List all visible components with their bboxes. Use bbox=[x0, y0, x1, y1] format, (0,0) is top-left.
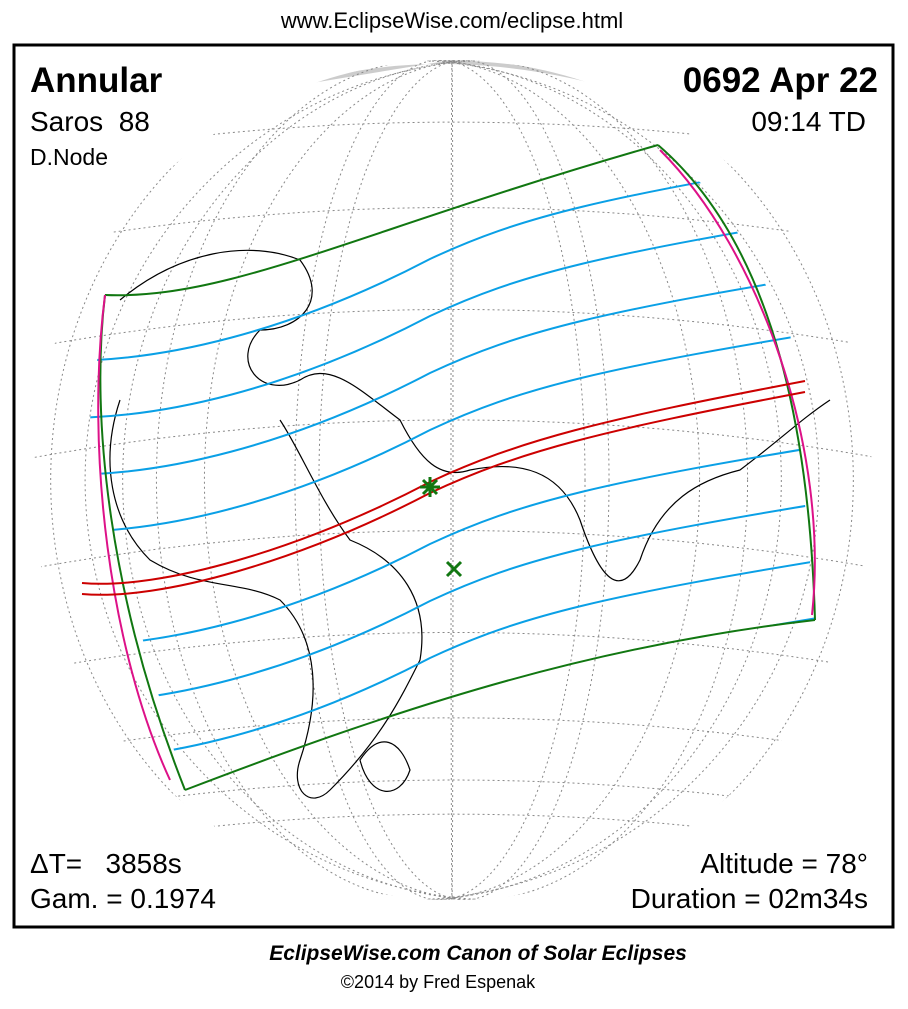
parallel bbox=[32, 308, 872, 350]
time: 09:14 TD bbox=[751, 106, 866, 137]
northern-limit bbox=[104, 144, 659, 297]
globe bbox=[32, 60, 872, 900]
parallel bbox=[32, 631, 872, 673]
delta-t: ΔT= 3858s bbox=[30, 848, 182, 879]
saros: Saros 88 bbox=[30, 106, 150, 137]
url: www.EclipseWise.com/eclipse.html bbox=[280, 8, 623, 33]
subsolar-point bbox=[445, 560, 463, 578]
isoline bbox=[90, 496, 815, 704]
altitude: Altitude = 78° bbox=[700, 848, 868, 879]
duration: Duration = 02m34s bbox=[631, 883, 868, 914]
isoline bbox=[90, 154, 815, 362]
parallel bbox=[32, 530, 872, 572]
meridian bbox=[203, 60, 749, 900]
meridian bbox=[122, 60, 854, 900]
coast bbox=[119, 249, 831, 582]
eclipse-date: 0692 Apr 22 bbox=[683, 61, 878, 100]
isoline bbox=[90, 439, 815, 647]
coast bbox=[109, 399, 423, 799]
coastlines bbox=[109, 249, 831, 799]
rise-limit bbox=[97, 294, 171, 781]
footer-title: EclipseWise.com Canon of Solar Eclipses bbox=[269, 942, 687, 965]
globe-disc bbox=[32, 60, 872, 900]
southern-limit bbox=[184, 619, 816, 791]
node: D.Node bbox=[30, 144, 108, 170]
meridian bbox=[294, 60, 586, 900]
meridian bbox=[50, 60, 782, 900]
set-limit bbox=[659, 149, 816, 616]
eclipse-type: Annular bbox=[30, 61, 163, 100]
isoline bbox=[90, 268, 815, 476]
greatest-eclipse bbox=[420, 477, 440, 497]
gamma: Gam. = 0.1974 bbox=[30, 883, 216, 914]
parallel bbox=[32, 717, 872, 759]
isoline bbox=[90, 325, 815, 533]
frame bbox=[12, 43, 895, 929]
meridian bbox=[450, 60, 454, 900]
meridian bbox=[155, 60, 701, 900]
western-limit bbox=[99, 294, 186, 791]
meridian bbox=[84, 60, 872, 900]
isoline bbox=[90, 211, 815, 419]
copyright: ©2014 by Fred Espenak bbox=[341, 972, 536, 992]
coast bbox=[359, 741, 411, 792]
meridian bbox=[32, 60, 820, 900]
